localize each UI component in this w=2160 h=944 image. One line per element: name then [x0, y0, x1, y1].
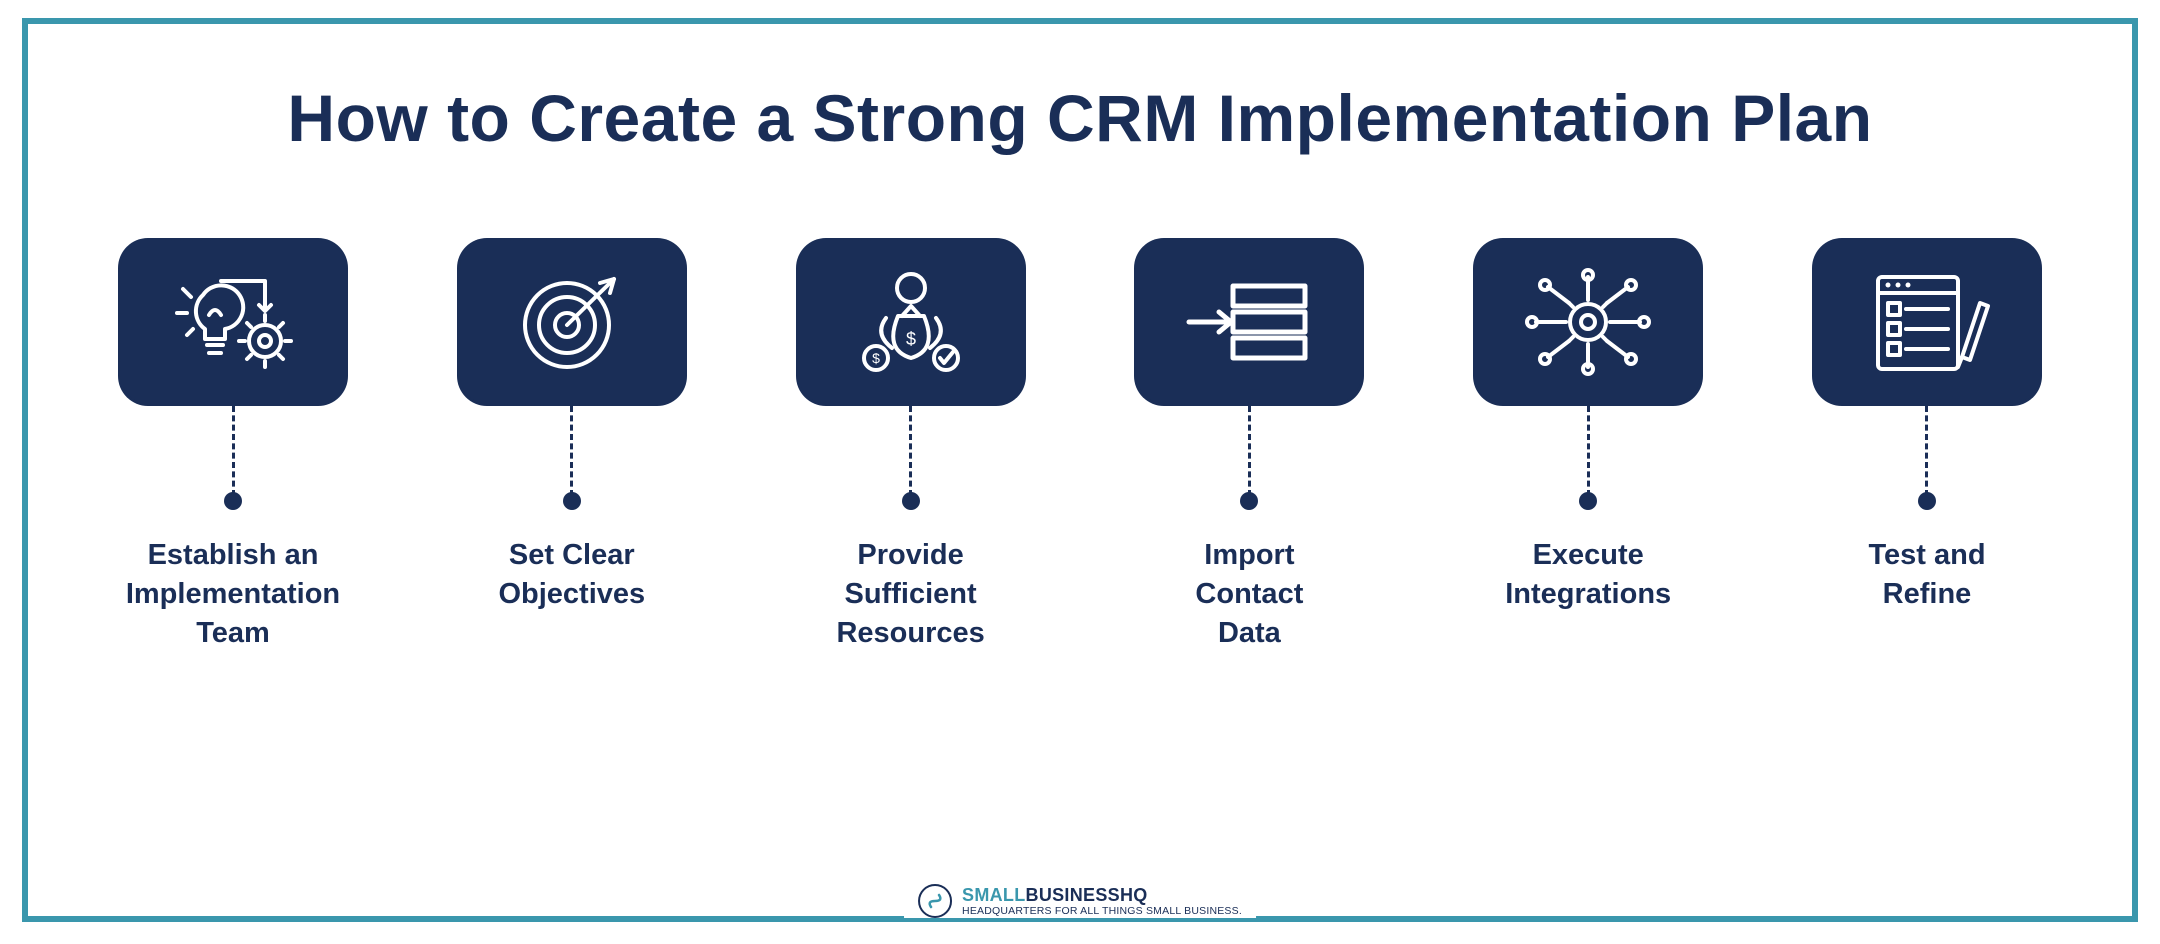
step-label-4: Import Contact Data: [1195, 536, 1303, 653]
step-label-5: Execute Integrations: [1505, 536, 1671, 614]
connector: [1587, 406, 1590, 496]
frame: How to Create a Strong CRM Implementatio…: [22, 18, 2138, 922]
step-label-1: Establish an Implementation Team: [126, 536, 340, 653]
step-5: Execute Integrations: [1443, 238, 1733, 614]
step-1: Establish an Implementation Team: [88, 238, 378, 653]
connector: [570, 406, 573, 496]
svg-text:$: $: [906, 329, 916, 349]
connector-dot: [563, 492, 581, 510]
logo-tagline: HEADQUARTERS FOR ALL THINGS SMALL BUSINE…: [962, 906, 1242, 917]
step-card-3: $ $: [796, 238, 1026, 406]
connector-dot: [1918, 492, 1936, 510]
step-card-6: [1812, 238, 2042, 406]
logo-mark-icon: [918, 884, 952, 918]
connector-dot: [1240, 492, 1258, 510]
step-label-2: Set Clear Objectives: [498, 536, 645, 614]
target-arrow-icon: [512, 267, 632, 377]
step-3: $ $ Provide Sufficient Resources: [766, 238, 1056, 653]
step-2: Set Clear Objectives: [427, 238, 717, 614]
steps-row: Establish an Implementation Team Set Cle…: [28, 238, 2132, 653]
step-label-6: Test and Refine: [1868, 536, 1985, 614]
connector: [232, 406, 235, 496]
logo-word-hq: HQ: [1120, 885, 1148, 905]
step-6: Test and Refine: [1782, 238, 2072, 614]
logo-word-business: BUSINESS: [1026, 885, 1120, 905]
canvas: How to Create a Strong CRM Implementatio…: [0, 0, 2160, 944]
logo-word-small: SMALL: [962, 885, 1026, 905]
logo-text: SMALLBUSINESSHQ HEADQUARTERS FOR ALL THI…: [962, 886, 1242, 917]
connector-dot: [1579, 492, 1597, 510]
connector: [1925, 406, 1928, 496]
lightbulb-gear-icon: [163, 267, 303, 377]
connector-dot: [224, 492, 242, 510]
page-title: How to Create a Strong CRM Implementatio…: [28, 80, 2132, 158]
brand-logo: SMALLBUSINESSHQ HEADQUARTERS FOR ALL THI…: [904, 884, 1256, 918]
step-card-5: [1473, 238, 1703, 406]
connector: [1248, 406, 1251, 496]
step-card-1: [118, 238, 348, 406]
checklist-pen-icon: [1862, 267, 1992, 377]
person-money-icon: $ $: [846, 266, 976, 378]
connector: [909, 406, 912, 496]
step-card-2: [457, 238, 687, 406]
step-4: Import Contact Data: [1104, 238, 1394, 653]
svg-text:$: $: [872, 350, 880, 366]
connector-dot: [902, 492, 920, 510]
step-card-4: [1134, 238, 1364, 406]
integration-gear-icon: [1518, 267, 1658, 377]
import-list-icon: [1179, 272, 1319, 372]
step-label-3: Provide Sufficient Resources: [836, 536, 984, 653]
